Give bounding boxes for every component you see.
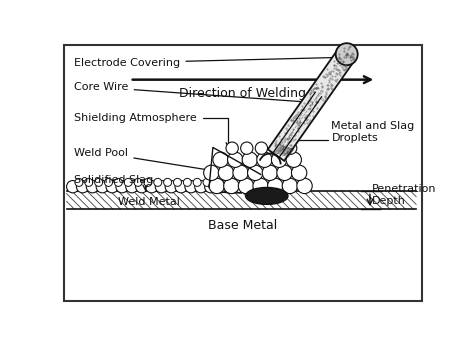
Circle shape — [96, 180, 109, 193]
Circle shape — [203, 178, 211, 186]
Circle shape — [282, 178, 298, 193]
Circle shape — [247, 165, 263, 180]
Circle shape — [270, 142, 282, 154]
Circle shape — [144, 178, 152, 186]
Circle shape — [95, 178, 103, 186]
Circle shape — [241, 142, 253, 154]
Circle shape — [183, 178, 191, 186]
Circle shape — [272, 152, 287, 167]
Circle shape — [226, 142, 238, 154]
Circle shape — [126, 180, 138, 193]
Circle shape — [233, 165, 248, 180]
Circle shape — [234, 180, 246, 193]
Circle shape — [228, 152, 243, 167]
Text: Penetration
Depth: Penetration Depth — [372, 184, 437, 206]
Circle shape — [223, 178, 231, 186]
Circle shape — [262, 165, 278, 180]
Circle shape — [185, 180, 197, 193]
Circle shape — [242, 152, 257, 167]
Circle shape — [116, 180, 128, 193]
Circle shape — [164, 178, 172, 186]
Circle shape — [124, 178, 132, 186]
Circle shape — [297, 178, 312, 193]
Circle shape — [106, 180, 118, 193]
Circle shape — [233, 178, 241, 186]
Circle shape — [238, 178, 254, 193]
Circle shape — [173, 178, 182, 186]
Text: Weld Pool: Weld Pool — [74, 148, 232, 175]
Circle shape — [219, 165, 234, 180]
Circle shape — [75, 178, 83, 186]
Text: Shielding Atmosphere: Shielding Atmosphere — [74, 113, 230, 147]
Text: Base Metal: Base Metal — [208, 220, 278, 233]
Polygon shape — [268, 48, 355, 161]
Circle shape — [104, 178, 112, 186]
Text: Direction of Welding: Direction of Welding — [180, 87, 306, 100]
Circle shape — [154, 178, 162, 186]
Circle shape — [213, 178, 221, 186]
Circle shape — [114, 178, 122, 186]
Circle shape — [255, 142, 267, 154]
Text: Solidified Slag: Solidified Slag — [74, 175, 154, 190]
Circle shape — [267, 178, 283, 193]
Circle shape — [76, 180, 89, 193]
Text: Core Wire: Core Wire — [74, 82, 316, 105]
Circle shape — [286, 152, 301, 167]
Circle shape — [136, 180, 148, 193]
Circle shape — [205, 180, 217, 193]
Circle shape — [193, 178, 201, 186]
Circle shape — [257, 152, 272, 167]
Ellipse shape — [246, 188, 288, 204]
Circle shape — [86, 180, 99, 193]
Circle shape — [165, 180, 177, 193]
Circle shape — [213, 152, 228, 167]
Circle shape — [253, 178, 268, 193]
Circle shape — [284, 142, 297, 154]
Circle shape — [175, 180, 187, 193]
Circle shape — [224, 180, 237, 193]
Circle shape — [214, 180, 227, 193]
Circle shape — [209, 178, 225, 193]
Circle shape — [224, 178, 239, 193]
Circle shape — [277, 165, 292, 180]
Circle shape — [155, 180, 168, 193]
Ellipse shape — [336, 43, 358, 65]
Text: Metal and Slag
Droplets: Metal and Slag Droplets — [331, 121, 415, 143]
Circle shape — [134, 178, 142, 186]
Text: Electrode Covering: Electrode Covering — [74, 55, 341, 68]
Circle shape — [292, 165, 307, 180]
Circle shape — [204, 165, 219, 180]
Circle shape — [195, 180, 207, 193]
Text: Weld Metal: Weld Metal — [118, 197, 180, 207]
Circle shape — [146, 180, 158, 193]
Circle shape — [85, 178, 93, 186]
Circle shape — [66, 180, 79, 193]
